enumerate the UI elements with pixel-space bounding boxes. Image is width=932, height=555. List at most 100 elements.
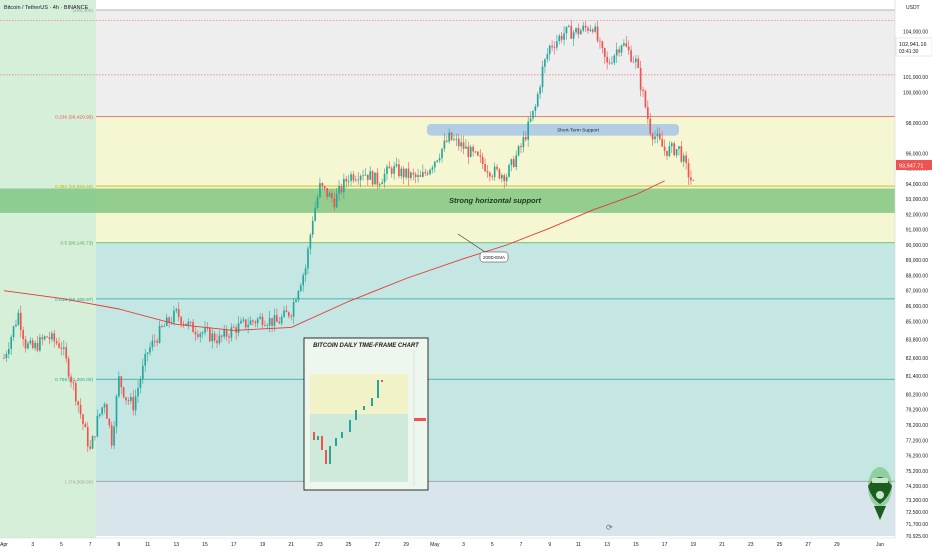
- candle-body: [254, 321, 257, 324]
- candle-body: [414, 174, 417, 177]
- candle-body: [62, 347, 65, 349]
- candle-body: [529, 118, 532, 122]
- candle-body: [441, 148, 443, 158]
- candle-body: [536, 93, 539, 107]
- candle-body: [627, 46, 630, 51]
- candle-body: [515, 155, 518, 167]
- time-axis-bg: [0, 538, 932, 550]
- candle-body: [405, 168, 407, 178]
- candle-body: [417, 175, 419, 177]
- candle-body: [395, 164, 398, 167]
- candle-body: [527, 121, 530, 140]
- candle-body: [369, 171, 372, 180]
- time-tick-label: 13: [174, 542, 180, 548]
- time-tick-label: 17: [231, 542, 237, 548]
- candle-body: [5, 354, 8, 359]
- time-tick-label: 21: [719, 542, 725, 548]
- inset-daily-chart: BITCOIN DAILY TIME-FRAME CHART: [303, 337, 429, 491]
- candle-body: [599, 40, 601, 42]
- candle-body: [237, 323, 240, 333]
- candle-body: [96, 415, 99, 437]
- time-tick-label: 17: [662, 542, 668, 548]
- support-zones: Strong horizontal support Short-Term Supp…: [0, 123, 895, 213]
- fib-label: 0.5 (90,145.73): [60, 241, 93, 247]
- candle-body: [378, 184, 381, 185]
- candle-body: [55, 341, 58, 344]
- time-tick-label: Apr: [0, 542, 8, 548]
- candle-body: [326, 188, 328, 197]
- price-tick-label: 73,300.00: [906, 498, 928, 504]
- candle-body: [134, 396, 137, 411]
- candle-body: [297, 291, 300, 300]
- short-term-support-band: [427, 123, 679, 136]
- price-tick-label: 77,200.00: [906, 438, 928, 444]
- candle-body: [151, 340, 154, 348]
- candle-body: [280, 316, 283, 324]
- candle-body: [673, 143, 676, 156]
- price-axis[interactable]: 104,000.00102,600.00101,000.00100,000.00…: [894, 0, 932, 550]
- candle-body: [91, 436, 94, 449]
- candle-body: [611, 62, 613, 64]
- candle-body: [307, 248, 309, 269]
- candle-body: [498, 169, 501, 179]
- candle-body: [230, 327, 233, 338]
- candle-body: [687, 163, 690, 178]
- candle-body: [24, 339, 27, 349]
- candle-body: [127, 400, 130, 402]
- candle-body: [185, 323, 187, 326]
- ema-200-path: [3, 180, 665, 331]
- candle-body: [661, 139, 664, 147]
- candle-body: [450, 132, 453, 140]
- candle-body: [115, 396, 118, 427]
- candle-body: [216, 340, 218, 344]
- candle-body: [247, 324, 249, 328]
- candle-body: [400, 168, 403, 177]
- candle-body: [500, 175, 503, 179]
- candle-body: [601, 41, 604, 49]
- candle-body: [436, 160, 439, 162]
- candle-body: [74, 383, 77, 402]
- candle-body: [316, 197, 319, 208]
- inset-candle: [371, 398, 373, 406]
- candle-body: [173, 310, 175, 323]
- candle-body: [161, 325, 163, 327]
- candle-body: [460, 142, 462, 147]
- fib-zone: [96, 10, 895, 117]
- candle-body: [570, 25, 573, 39]
- time-tick-label: 23: [748, 542, 754, 548]
- candle-body: [474, 151, 477, 153]
- candle-body: [594, 26, 597, 32]
- price-tick-label: 100,000.00: [903, 90, 928, 96]
- candle-body: [419, 175, 422, 177]
- price-tick-label: 87,000.00: [906, 289, 928, 295]
- price-tick-label: 83,800.00: [906, 338, 928, 344]
- time-tick-label: 23: [317, 542, 323, 548]
- candle-body: [455, 138, 458, 140]
- time-tick-label: 29: [403, 542, 409, 548]
- price-tick-label: 85,000.00: [906, 319, 928, 325]
- candle-body: [77, 401, 80, 405]
- time-axis[interactable]: Apr 3 5 7 9 11 13 15 17 19 21 23 25 27 29 May 3 5 7 9 11 13 15…: [0, 537, 932, 550]
- candle-body: [457, 138, 460, 147]
- candle-body: [153, 340, 156, 342]
- candle-body: [448, 132, 451, 142]
- candle-body: [410, 172, 412, 179]
- candle-body: [424, 172, 427, 174]
- candle-body: [319, 183, 321, 198]
- price-tick-label: 72,500.00: [906, 510, 928, 516]
- candle-body: [335, 193, 338, 208]
- time-tick-label: 3: [31, 542, 34, 548]
- candle-body: [156, 341, 159, 343]
- price-axis-bg: [895, 0, 932, 550]
- candle-body: [309, 234, 312, 249]
- candle-body: [517, 146, 520, 156]
- candle-body: [141, 365, 144, 380]
- candle-body: [31, 340, 34, 349]
- currency-label: USDT: [906, 5, 920, 11]
- candle-body: [587, 27, 589, 31]
- fib-zone: [96, 242, 895, 299]
- time-tick-label: 19: [260, 542, 266, 548]
- candle-body: [651, 133, 654, 140]
- dotted-resistance-levels: [0, 20, 895, 76]
